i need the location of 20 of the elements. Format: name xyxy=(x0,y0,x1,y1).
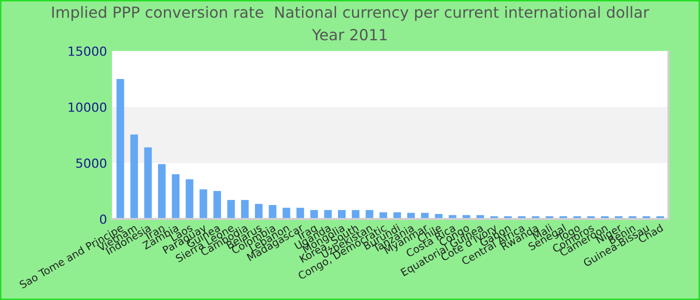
bar xyxy=(324,210,332,219)
bar xyxy=(186,179,194,219)
bar xyxy=(144,147,152,219)
chart-subtitle: Year 2011 xyxy=(312,28,387,40)
y-tick-label: 5000 xyxy=(76,158,106,168)
bar xyxy=(200,189,208,219)
bar xyxy=(366,210,374,219)
bar xyxy=(241,200,249,219)
bar xyxy=(254,204,263,219)
chart-title: Implied PPP conversion rate National currency per current international dollar xyxy=(52,6,650,21)
y-tick-label: 0 xyxy=(100,214,106,224)
bar xyxy=(268,205,276,219)
y-tick-label: 15000 xyxy=(68,46,106,56)
bar xyxy=(158,164,166,219)
bar xyxy=(130,134,138,219)
bar xyxy=(172,174,180,219)
bar xyxy=(213,191,222,219)
bar xyxy=(227,200,235,219)
y-tick-label: 10000 xyxy=(68,102,106,112)
bar xyxy=(116,79,124,219)
